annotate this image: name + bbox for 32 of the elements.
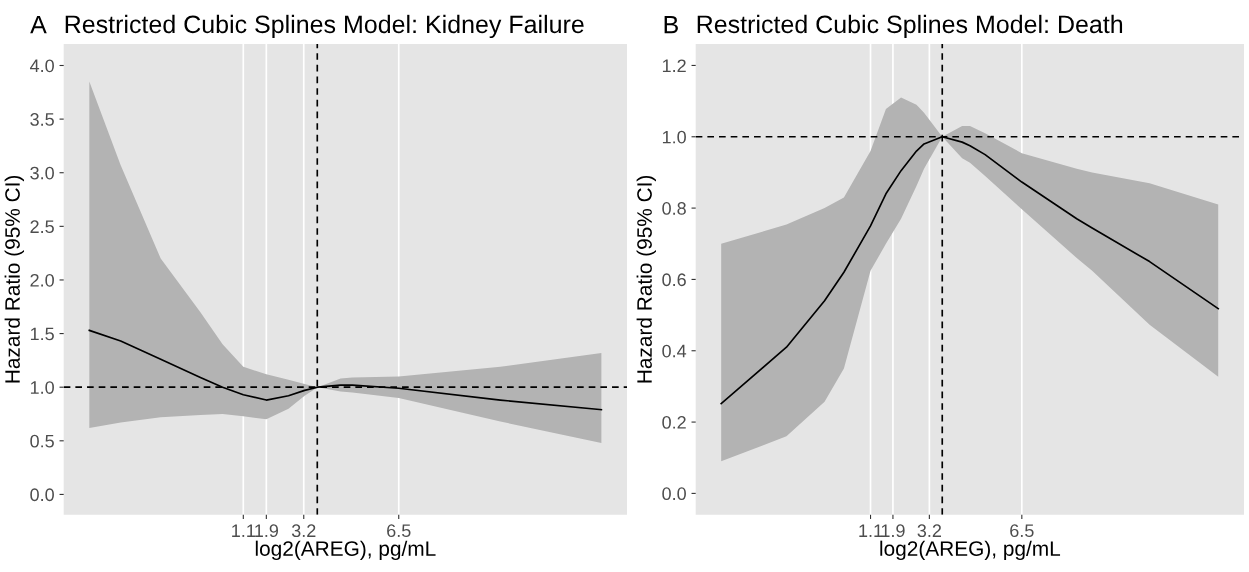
- chart-title: Restricted Cubic Splines Model: Death: [697, 14, 1123, 39]
- y-tick-label: 4.0: [29, 59, 54, 73]
- y-tick-label: 0.4: [662, 344, 687, 358]
- x-axis-title: log2(AREG), pg/mL: [255, 540, 436, 561]
- chart-title: Restricted Cubic Splines Model: Kidney Failure: [65, 14, 584, 39]
- x-tick-label: 6.5: [1010, 524, 1034, 538]
- x-tick-label: 3.2: [917, 524, 942, 538]
- y-tick-label: 3.0: [30, 166, 54, 180]
- y-tick-label: 0.0: [30, 488, 54, 502]
- y-tick-label: 3.5: [30, 113, 54, 126]
- y-tick-label: 1.0: [30, 381, 54, 394]
- x-axis-title: log2(AREG), pg/mL: [880, 540, 1061, 561]
- y-tick-label: 0.5: [30, 434, 54, 448]
- y-axis-title: Hazard Ratio (95% CI): [636, 175, 656, 383]
- x-tick-label: 1.1: [232, 524, 255, 537]
- y-tick-label: 1.5: [30, 327, 54, 341]
- y-axis-title: Hazard Ratio (95% CI): [4, 175, 25, 383]
- y-tick-label: 0.8: [662, 202, 686, 215]
- y-tick-label: 0.0: [662, 487, 686, 501]
- text: B: [664, 16, 678, 34]
- y-tick-label: 0.2: [662, 416, 686, 429]
- x-tick-label: 1.9: [881, 524, 905, 538]
- x-tick-label: 6.5: [387, 524, 411, 538]
- y-tick-label: 0.6: [662, 273, 686, 287]
- y-tick-label: 1.2: [662, 59, 686, 72]
- x-tick-label: 1.9: [255, 524, 279, 538]
- y-tick-label: 2.5: [30, 220, 54, 234]
- text: A: [30, 16, 47, 34]
- y-tick-label: 2.0: [30, 273, 54, 287]
- x-tick-label: 3.2: [291, 524, 316, 538]
- y-tick-label: 1.0: [662, 130, 686, 144]
- x-tick-label: 1.1: [859, 524, 883, 537]
